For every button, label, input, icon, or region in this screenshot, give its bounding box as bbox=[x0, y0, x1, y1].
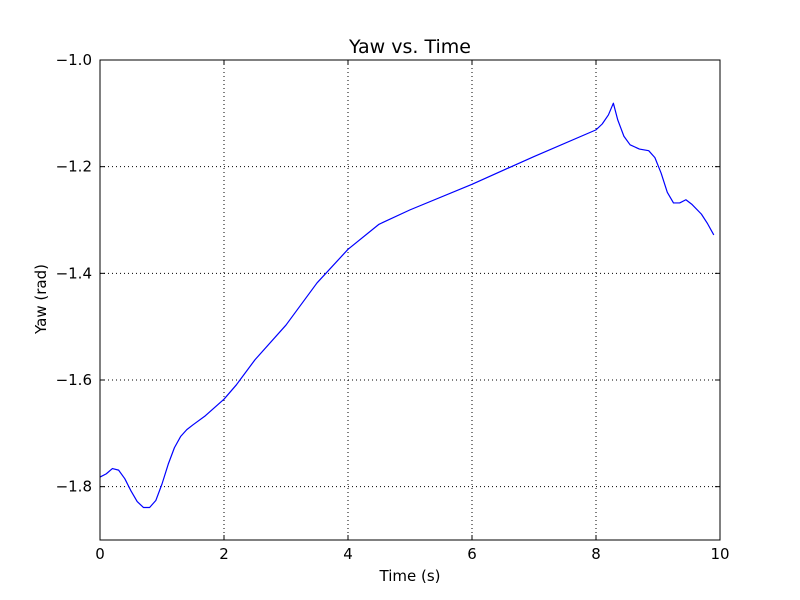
y-tick-label: −1.4 bbox=[56, 264, 92, 282]
y-axis-label: Yaw (rad) bbox=[32, 264, 50, 335]
plot-frame bbox=[99, 59, 721, 541]
ticks: 0 2 4 6 8 10 −1.0 −1.2 −1.4 −1.6 −1.8 bbox=[56, 51, 730, 563]
grid bbox=[100, 60, 720, 540]
y-tick-label: −1.0 bbox=[56, 51, 92, 69]
y-tick-label: −1.2 bbox=[56, 158, 92, 176]
x-tick-label: 6 bbox=[467, 545, 477, 563]
y-tick-label: −1.8 bbox=[56, 478, 92, 496]
x-tick-label: 10 bbox=[710, 545, 729, 563]
chart-title: Yaw vs. Time bbox=[348, 36, 471, 58]
y-tick-label: −1.6 bbox=[56, 371, 92, 389]
series-line-0 bbox=[99, 102, 715, 509]
x-tick-label: 8 bbox=[591, 545, 601, 563]
x-tick-label: 2 bbox=[219, 545, 229, 563]
x-tick-label: 0 bbox=[95, 545, 105, 563]
x-axis-label: Time (s) bbox=[379, 567, 441, 585]
x-tick-label: 4 bbox=[343, 545, 353, 563]
series-layer bbox=[99, 102, 715, 509]
